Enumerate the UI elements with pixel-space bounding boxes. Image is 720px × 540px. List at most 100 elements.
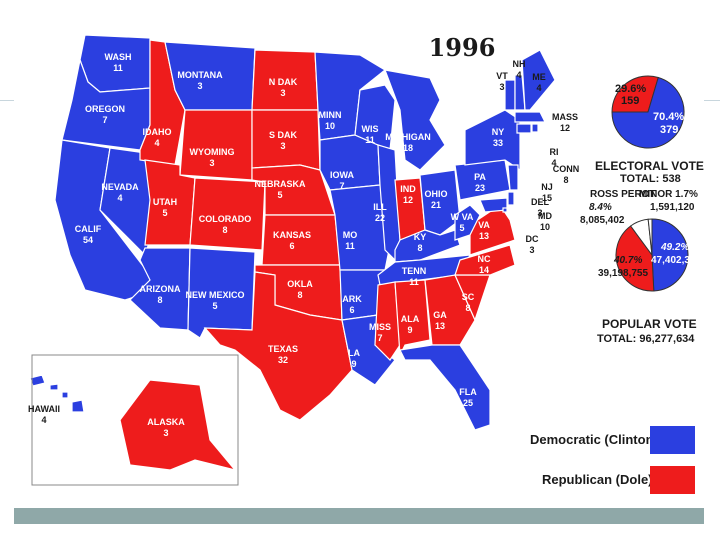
state-abbr-label: WASH — [105, 52, 132, 62]
state-ev-label: 8 — [222, 225, 227, 235]
perot-votes: 8,085,402 — [580, 215, 625, 226]
state-ev-label: 13 — [479, 231, 489, 241]
state-abbr-label: ILL — [373, 202, 387, 212]
pv-heading: POPULAR VOTE — [602, 317, 697, 331]
state-ev-label: 3 — [499, 82, 504, 92]
state-abbr-label: SC — [462, 292, 475, 302]
state-ev-label: 4 — [516, 70, 521, 80]
state-abbr-label: VT — [496, 71, 508, 81]
state-w-va — [454, 204, 481, 241]
state-abbr-label: MO — [343, 230, 358, 240]
inset-frame — [31, 354, 239, 486]
pv-dem-percent: 49.2% — [660, 242, 689, 253]
pie-slice-republican — [611, 75, 659, 113]
state-ev-label: 11 — [409, 277, 419, 287]
state-hawaii — [29, 374, 85, 413]
state-ev-label: 7 — [102, 115, 107, 125]
state-colorado — [189, 177, 266, 251]
state-abbr-label: DEL — [531, 197, 550, 207]
state-labels: WASH11OREGON7CALIF54NEVADA4IDAHO4MONTANA… — [28, 52, 579, 438]
state-abbr-label: NC — [478, 254, 491, 264]
state-abbr-label: COLORADO — [199, 214, 252, 224]
state-s-dak — [251, 109, 321, 171]
state-abbr-label: CALIF — [75, 224, 102, 234]
state-ev-label: 11 — [345, 241, 355, 251]
state-ev-label: 4 — [551, 158, 556, 168]
state-abbr-label: VA — [478, 220, 490, 230]
state-abbr-label: FLA — [459, 387, 477, 397]
minor-label: MINOR 1.7% — [639, 189, 698, 200]
state-abbr-label: KY — [414, 232, 427, 242]
minor-votes: 1,591,120 — [650, 202, 695, 213]
perot-label: ROSS PEROT — [590, 189, 656, 200]
legend-label-republican: Republican (Dole) — [542, 472, 653, 487]
state-ev-label: 18 — [403, 143, 413, 153]
state-ev-label: 4 — [41, 415, 46, 425]
state-wyoming — [179, 109, 253, 181]
state-mass — [514, 111, 546, 123]
state-abbr-label: DC — [526, 234, 539, 244]
state-abbr-label: NH — [513, 59, 526, 69]
state-abbr-label: TEXAS — [268, 344, 298, 354]
state-ohio — [419, 169, 461, 236]
perot-percent: 8.4% — [589, 202, 612, 213]
state-abbr-label: MINN — [319, 110, 342, 120]
state-abbr-label: MD — [538, 211, 552, 221]
state-abbr-label: ALASKA — [147, 417, 185, 427]
pv-dem-votes: 47,402,357 — [651, 255, 701, 266]
state-ev-label: 4 — [154, 138, 159, 148]
pv-rep-percent: 40.7% — [613, 255, 642, 266]
state-ev-label: 14 — [479, 265, 489, 275]
pie-slice-democratic — [651, 218, 689, 292]
state-ev-label: 8 — [417, 243, 422, 253]
state-ev-label: 7 — [339, 181, 344, 191]
ev-dem-percent: 70.4% — [653, 111, 684, 123]
state-ev-label: 4 — [117, 193, 122, 203]
state-ev-label: 5 — [459, 223, 464, 233]
state-nc — [454, 244, 516, 276]
ev-heading: ELECTORAL VOTE — [595, 159, 704, 173]
state-me — [521, 49, 556, 111]
state-abbr-label: MICHIGAN — [385, 132, 431, 142]
state-ev-label: 11 — [365, 135, 375, 145]
state-abbr-label: LA — [348, 348, 360, 358]
state-ev-label: 25 — [463, 398, 473, 408]
state-ev-label: 5 — [277, 190, 282, 200]
state-abbr-label: W VA — [451, 212, 474, 222]
pie-slice-republican — [615, 225, 655, 292]
state-abbr-label: IND — [400, 184, 416, 194]
ev-rep-votes: 159 — [621, 95, 639, 107]
state-ev-label: 10 — [325, 121, 335, 131]
state-ev-label: 3 — [209, 158, 214, 168]
state-texas — [203, 271, 353, 421]
legend-label-democratic: Democratic (Clinton) — [530, 432, 658, 447]
state-del — [507, 191, 515, 206]
state-abbr-label: MASS — [552, 112, 578, 122]
state-abbr-label: NEVADA — [101, 182, 139, 192]
state-ev-label: 12 — [560, 123, 570, 133]
state-ev-label: 5 — [212, 301, 217, 311]
state-abbr-label: KANSAS — [273, 230, 311, 240]
state-vt — [504, 79, 516, 111]
state-abbr-label: ARIZONA — [140, 284, 181, 294]
legend-swatch-democratic — [650, 426, 695, 454]
state-abbr-label: NEW MEXICO — [185, 290, 244, 300]
state-ev-label: 6 — [349, 305, 354, 315]
state-ev-label: 3 — [280, 141, 285, 151]
slide-footer-bar — [14, 508, 704, 524]
state-ev-label: 21 — [431, 200, 441, 210]
state-ev-label: 3 — [529, 245, 534, 255]
ev-dem-votes: 379 — [660, 124, 678, 136]
state-abbr-label: HAWAII — [28, 404, 60, 414]
state-abbr-label: WIS — [362, 124, 379, 134]
state-dc — [502, 207, 508, 213]
pv-total: TOTAL: 96,277,634 — [597, 333, 695, 345]
state-ev-label: 15 — [542, 193, 552, 203]
pie-slice-democratic — [611, 76, 685, 149]
state-ev-label: 54 — [83, 235, 93, 245]
state-ev-label: 23 — [475, 183, 485, 193]
state-abbr-label: MISS — [369, 322, 391, 332]
state-ri — [531, 123, 539, 133]
state-ev-label: 10 — [540, 222, 550, 232]
state-ev-label: 8 — [157, 295, 162, 305]
